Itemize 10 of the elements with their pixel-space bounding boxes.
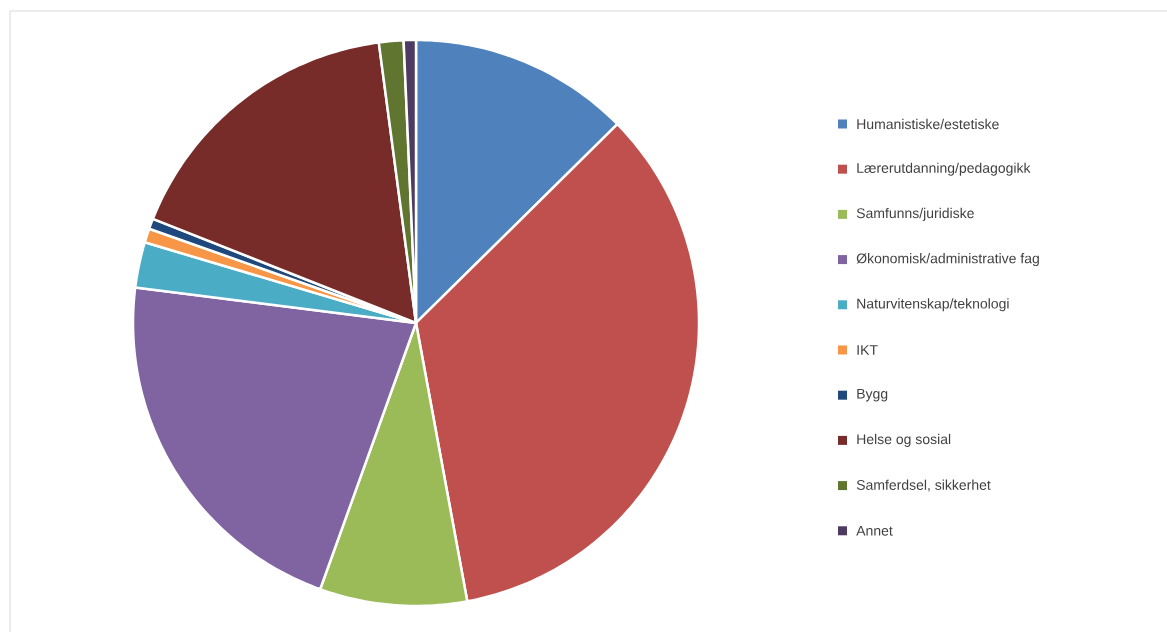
legend-label: Naturvitenskap/teknologi — [857, 298, 1009, 312]
legend-label: Lærerutdanning/pedagogikk — [857, 162, 1031, 176]
legend-label: Humanistiske/estetiske — [857, 118, 999, 130]
legend-label: Økonomisk/administrative fag — [856, 253, 1039, 267]
legend-label: Samferdsel, sikkerhet — [856, 479, 991, 492]
legend-label: Samfunns/juridiske — [856, 207, 974, 221]
legend-label: Annet — [856, 525, 893, 536]
legend-label: Bygg — [857, 388, 888, 402]
legend-label: Helse og sosial — [857, 433, 951, 447]
legend-label: IKT — [857, 345, 878, 355]
